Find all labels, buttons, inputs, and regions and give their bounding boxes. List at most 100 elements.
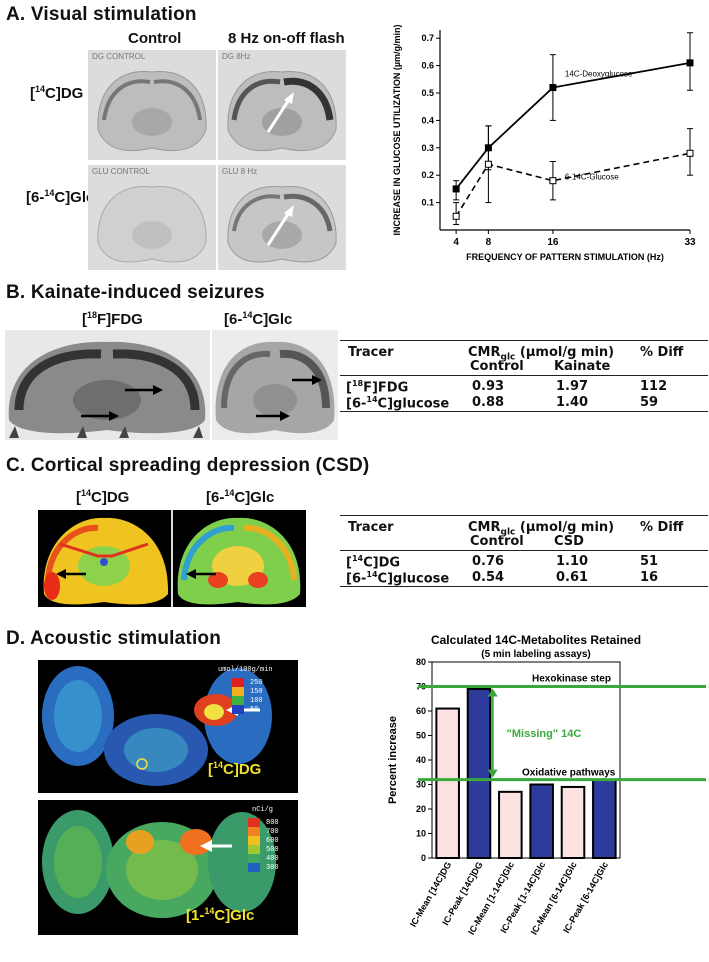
bar (435, 707, 460, 859)
brain-section-image (8, 341, 206, 438)
data-point (484, 160, 492, 168)
series-label: 6-14C-Glucose (565, 172, 619, 181)
arrow-icon (125, 385, 163, 395)
y-axis-label: INCREASE IN GLUCOSE UTILIZATION (µm/g/mi… (392, 24, 402, 235)
series-line (455, 61, 691, 190)
section-d-title: D. Acoustic stimulation (6, 628, 222, 649)
scale-title: umol/100g/min (218, 666, 273, 674)
y-tick-label: 10 (416, 829, 426, 839)
autoradiograph-glc-kainate (212, 330, 338, 440)
table-cell-tracer: [14C]DG (346, 554, 401, 571)
arrow-icon (186, 569, 216, 579)
dg-tracer-label: [14C]DG (208, 760, 262, 778)
csd-table: Tracer CMRglc (µmol/g min) % Diff Contro… (340, 515, 708, 587)
table-cell: 1.40 (556, 395, 589, 410)
glc-image-label: [6-14C]Glc (206, 488, 275, 506)
table-cell: 59 (640, 395, 659, 410)
section-c-title: C. Cortical spreading depression (CSD) (6, 455, 370, 476)
bar (498, 790, 523, 860)
bar (592, 778, 617, 860)
autoradiograph-dg-control: DG CONTROL (88, 50, 216, 160)
arrow-icon (266, 97, 292, 133)
annotation-oxidative: Oxidative pathways (522, 768, 616, 779)
arrow-icon (81, 411, 119, 421)
table-header-diff: % Diff (640, 345, 684, 360)
table-cell-tracer: [6-14C]glucose (346, 395, 450, 412)
bar (466, 687, 492, 860)
table-header-tracer: Tracer (348, 520, 394, 535)
chart-title: Calculated 14C-Metabolites Retained (431, 633, 641, 647)
color-scale: 800 700 600 500 400 300 (248, 818, 279, 872)
data-point (452, 212, 460, 220)
table-cell: 51 (640, 554, 659, 569)
x-tick-label: 8 (486, 237, 492, 248)
x-tick-label: 33 (684, 237, 696, 248)
y-tick-label: 0.4 (421, 115, 434, 125)
dg-image-label: [14C]DG (76, 488, 130, 506)
brain-section-image (227, 186, 337, 263)
arrow-icon (256, 411, 290, 421)
bar (529, 783, 554, 859)
table-cell: 0.88 (472, 395, 505, 410)
data-point (452, 185, 460, 193)
table-cell: 112 (640, 379, 668, 394)
bar (560, 785, 586, 859)
table-cell: 0.76 (472, 554, 505, 569)
table-cell: 1.10 (556, 554, 589, 569)
arrow-icon (200, 840, 232, 852)
y-tick-label: 60 (416, 706, 426, 716)
table-header-tracer: Tracer (348, 345, 394, 360)
y-tick-label: 0.7 (421, 33, 434, 43)
glc-image-label: [6-14C]Glc (224, 310, 293, 328)
subheader-control: Control (470, 359, 524, 374)
y-tick-label: 0.3 (421, 143, 434, 153)
table-header-diff: % Diff (640, 520, 684, 535)
subheader-control: Control (470, 534, 524, 549)
data-point (686, 149, 694, 157)
section-b-title: B. Kainate-induced seizures (6, 282, 265, 303)
data-point (686, 59, 694, 67)
control-column-label: Control (128, 30, 182, 47)
annotation-missing: "Missing" 14C (507, 728, 582, 740)
y-tick-label: 30 (416, 780, 426, 790)
section-a-title: A. Visual stimulation (6, 4, 197, 25)
data-point (549, 177, 557, 185)
y-tick-label: 40 (416, 755, 426, 765)
series-line (455, 152, 691, 217)
arrow-icon (266, 210, 292, 246)
table-cell: 16 (640, 570, 659, 585)
arrow-icon (56, 569, 86, 579)
subheader-csd: CSD (554, 534, 584, 549)
chart-subtitle: (5 min labeling assays) (481, 649, 591, 660)
y-tick-label: 0 (421, 853, 426, 863)
table-cell: 0.93 (472, 379, 505, 394)
acoustic-dg-autoradiograph: umol/100g/min 250 150 100 50 [14C]DG (38, 660, 298, 793)
flash-column-label: 8 Hz on-off flash (228, 30, 345, 47)
autoradiograph-dg-8hz: DG 8Hz (218, 50, 346, 160)
glucose-utilization-line-chart: 0.1 0.2 0.3 0.4 0.5 0.6 0.7 4 8 16 33 FREQUENCY OF … (392, 24, 696, 262)
table-header-cmr: CMRglc (µmol/g min) (468, 345, 615, 363)
y-tick-label: 80 (416, 657, 426, 667)
brain-section-image (42, 666, 272, 786)
brain-section-image (97, 71, 207, 151)
table-cell-tracer: [6-14C]glucose (346, 570, 450, 587)
subheader-kainate: Kainate (554, 359, 611, 374)
metabolites-retained-bar-chart: Calculated 14C-Metabolites Retained (5 mi… (387, 633, 706, 936)
data-point (549, 84, 557, 92)
brain-section-image (97, 186, 207, 263)
brain-section-image (215, 341, 335, 434)
row-label-dg: [14C]DG (30, 84, 84, 102)
table-cell: 1.97 (556, 379, 589, 394)
y-tick-label: 0.2 (421, 170, 434, 180)
y-tick-label: 50 (416, 731, 426, 741)
arrow-head-icon (487, 688, 498, 697)
y-axis-label: Percent increase (387, 716, 399, 804)
autoradiograph-fdg-kainate (5, 330, 210, 440)
table-cell-tracer: [18F]FDG (346, 379, 409, 396)
annotation-hexokinase: Hexokinase step (532, 674, 611, 685)
x-tick-label: 16 (547, 237, 559, 248)
autoradiograph-glc-control: GLU CONTROL (88, 165, 216, 270)
table-cell: 0.61 (556, 570, 589, 585)
y-tick-label: 0.5 (421, 88, 434, 98)
arrow-head-icon (487, 769, 498, 778)
